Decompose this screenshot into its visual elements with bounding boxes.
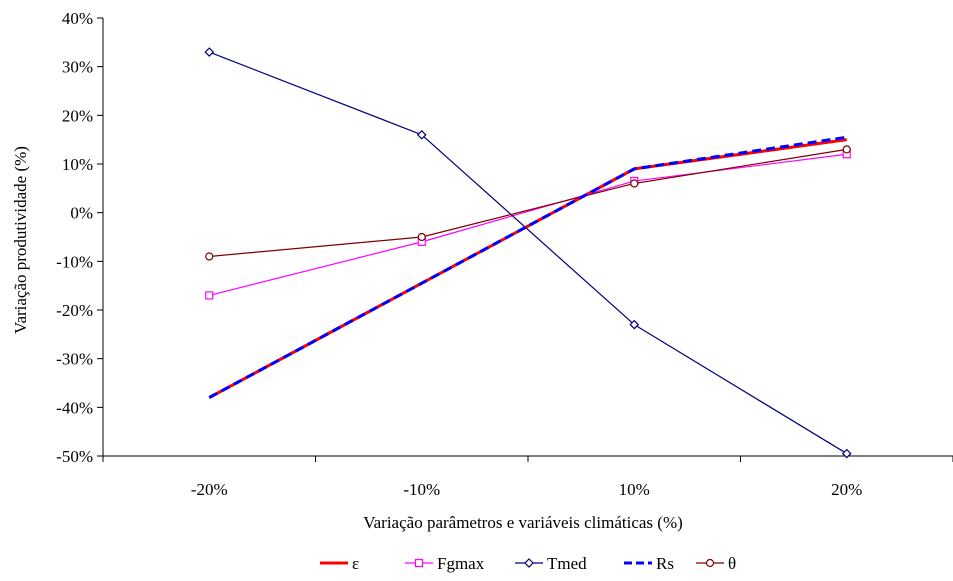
- data-point: [630, 179, 639, 188]
- data-point: [842, 145, 851, 154]
- y-tick-label: -20%: [56, 301, 93, 320]
- series-line: [209, 148, 847, 258]
- data-point: [204, 47, 215, 57]
- legend-marker: [524, 558, 534, 568]
- data-point: [205, 252, 214, 261]
- y-tick-label: -40%: [56, 398, 93, 417]
- x-axis-ticks: -20% -10% 10% 20%: [102, 456, 953, 499]
- y-tick-label: -10%: [56, 252, 93, 271]
- series-line: [209, 153, 847, 296]
- y-tick-label: 20%: [62, 106, 93, 125]
- legend-label: Fgmax: [437, 554, 485, 573]
- legend-label: Tmed: [547, 554, 587, 573]
- legend-item: θ: [696, 554, 736, 573]
- x-axis-label: Variação parâmetros e variáveis climátic…: [363, 513, 683, 532]
- series-line: [209, 51, 848, 455]
- series-3: [204, 47, 852, 459]
- legend-label: θ: [728, 554, 736, 573]
- series-4: [208, 135, 847, 399]
- legend-marker: [414, 558, 424, 568]
- legend-item: Rs: [624, 554, 674, 573]
- y-tick-label: 10%: [62, 155, 93, 174]
- legend-label: Rs: [656, 554, 674, 573]
- y-axis-label: Variação produtividade (%): [11, 146, 30, 334]
- axes: [102, 18, 953, 457]
- data-point: [417, 232, 426, 242]
- legend-item: Fgmax: [405, 554, 485, 573]
- legend-label: ε: [352, 554, 359, 573]
- legend-marker: [705, 558, 715, 568]
- legend-item: Tmed: [515, 554, 587, 573]
- x-tick-label: -20%: [191, 480, 228, 499]
- data-point: [841, 448, 852, 459]
- x-tick-label: -10%: [403, 480, 440, 499]
- series-group: [204, 47, 852, 459]
- series-1: [208, 138, 847, 399]
- x-tick-label: 10%: [619, 480, 650, 499]
- y-tick-label: -50%: [56, 447, 93, 466]
- y-tick-label: 30%: [62, 58, 93, 77]
- data-point: [416, 129, 427, 140]
- series-line: [208, 135, 847, 399]
- y-tick-label: -30%: [56, 350, 93, 369]
- legend-item: ε: [320, 554, 359, 573]
- x-tick-label: 20%: [831, 480, 862, 499]
- legend: ε Fgmax Tmed Rs θ: [320, 554, 736, 573]
- series-5: [205, 145, 851, 261]
- y-axis-ticks: 40% 30% 20% 10% 0% -10% -20% -30% -40% -50%: [56, 9, 103, 466]
- y-tick-label: 0%: [70, 204, 93, 223]
- data-point: [629, 319, 640, 330]
- data-point: [205, 291, 214, 300]
- series-line: [208, 138, 847, 399]
- y-tick-label: 40%: [62, 9, 93, 28]
